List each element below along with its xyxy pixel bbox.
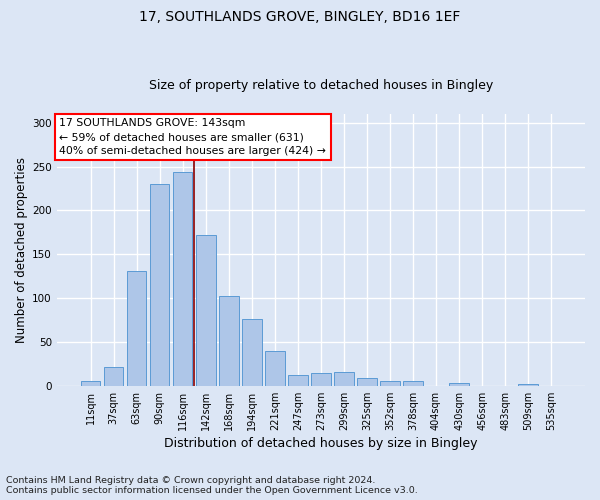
Bar bbox=[518, 384, 538, 386]
Y-axis label: Number of detached properties: Number of detached properties bbox=[15, 157, 28, 343]
Bar bbox=[196, 235, 215, 386]
Bar bbox=[449, 383, 469, 386]
Bar bbox=[81, 382, 100, 386]
Bar bbox=[357, 378, 377, 386]
Bar bbox=[104, 366, 124, 386]
Title: Size of property relative to detached houses in Bingley: Size of property relative to detached ho… bbox=[149, 79, 493, 92]
Bar bbox=[127, 271, 146, 386]
Bar bbox=[242, 319, 262, 386]
Bar bbox=[311, 372, 331, 386]
Bar bbox=[334, 372, 354, 386]
Bar bbox=[173, 172, 193, 386]
Bar bbox=[219, 296, 239, 386]
Bar bbox=[380, 382, 400, 386]
Text: 17 SOUTHLANDS GROVE: 143sqm
← 59% of detached houses are smaller (631)
40% of se: 17 SOUTHLANDS GROVE: 143sqm ← 59% of det… bbox=[59, 118, 326, 156]
Bar bbox=[403, 382, 423, 386]
X-axis label: Distribution of detached houses by size in Bingley: Distribution of detached houses by size … bbox=[164, 437, 478, 450]
Bar bbox=[150, 184, 169, 386]
Text: Contains HM Land Registry data © Crown copyright and database right 2024.
Contai: Contains HM Land Registry data © Crown c… bbox=[6, 476, 418, 495]
Bar bbox=[288, 376, 308, 386]
Text: 17, SOUTHLANDS GROVE, BINGLEY, BD16 1EF: 17, SOUTHLANDS GROVE, BINGLEY, BD16 1EF bbox=[139, 10, 461, 24]
Bar bbox=[265, 350, 284, 386]
